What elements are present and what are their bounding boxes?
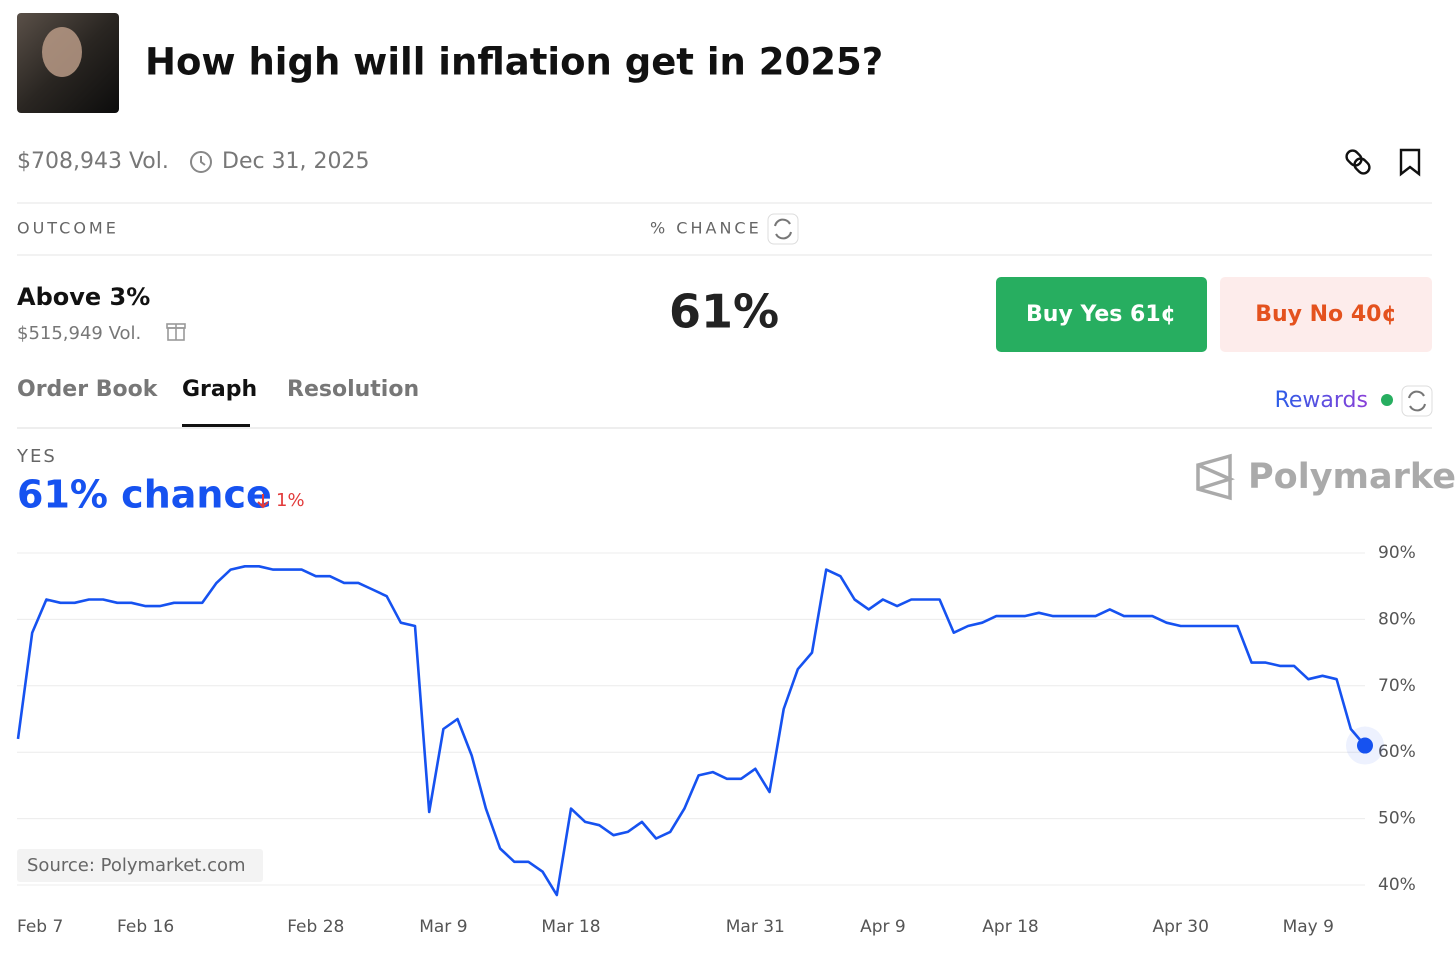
x-tick-label: Mar 9: [419, 917, 467, 937]
x-tick-label: Apr 9: [860, 917, 906, 937]
source: Source: Polymarket.com: [27, 855, 246, 876]
down-arrow: [257, 494, 269, 509]
x-tick-label: Mar 31: [726, 917, 785, 937]
tab[interactable]: Resolution: [287, 377, 419, 402]
clock-icon: [190, 151, 212, 173]
chance-label: 61% chance: [17, 473, 272, 517]
chance: 61%: [669, 285, 779, 339]
buy-yes-button[interactable]: Buy Yes 61¢: [996, 277, 1207, 352]
buy-no-button[interactable]: Buy No 40¢: [1220, 277, 1432, 352]
tab[interactable]: Order Book: [17, 377, 159, 402]
y-tick-label: 70%: [1378, 676, 1416, 696]
x-tick-label: Apr 30: [1152, 917, 1208, 937]
bookmark-icon[interactable]: [1399, 148, 1421, 177]
buy-no-label[interactable]: Buy No 40¢: [1255, 302, 1397, 327]
brand-logo: [1196, 453, 1235, 501]
buy-yes-label[interactable]: Buy Yes 61¢: [1026, 302, 1176, 327]
source-box: Source: Polymarket.com: [17, 849, 263, 882]
x-tick-label: Feb 28: [287, 917, 344, 937]
rewards-dot: [1381, 394, 1393, 406]
x-tick-label: Mar 18: [541, 917, 600, 937]
gift-icon: [166, 323, 186, 341]
price-line: [16, 565, 1366, 897]
y-tick-label: 60%: [1378, 742, 1416, 762]
x-tick-label: Feb 16: [117, 917, 174, 937]
outcome-volume: $515,949 Vol.: [17, 323, 141, 344]
y-tick-label: 40%: [1378, 875, 1416, 895]
col-header: OUTCOME: [17, 219, 119, 238]
refresh-button[interactable]: [767, 213, 799, 245]
y-tick-label: 50%: [1378, 809, 1416, 829]
last-point: [1357, 737, 1373, 754]
refresh-button[interactable]: [1401, 385, 1433, 417]
link-icon[interactable]: [1344, 148, 1372, 176]
x-tick-label: Apr 18: [982, 917, 1038, 937]
avatar-face: [42, 27, 82, 77]
x-tick-label: May 9: [1283, 917, 1334, 937]
title: How high will inflation get in 2025?: [145, 41, 883, 84]
chart: 40% 50% 60% 70% 80% 90% Feb 7 Feb 16 Feb 28 Mar 9…: [16, 543, 1416, 937]
tab-active[interactable]: Graph: [182, 377, 257, 402]
brand-name: Polymarket: [1248, 457, 1456, 497]
tab-underline: [182, 424, 250, 427]
outcome-name: Above 3%: [17, 283, 150, 311]
col-header: % CHANCE: [650, 219, 762, 238]
change-label: 1%: [276, 490, 305, 511]
x-tick-label: Feb 7: [17, 917, 63, 937]
y-tick-label: 80%: [1378, 609, 1416, 629]
rewards[interactable]: Rewards: [1275, 388, 1368, 413]
y-tick-label: 90%: [1378, 543, 1416, 563]
end-date: Dec 31, 2025: [222, 149, 370, 174]
side-label: YES: [16, 446, 57, 467]
volume: $708,943 Vol.: [17, 149, 169, 174]
